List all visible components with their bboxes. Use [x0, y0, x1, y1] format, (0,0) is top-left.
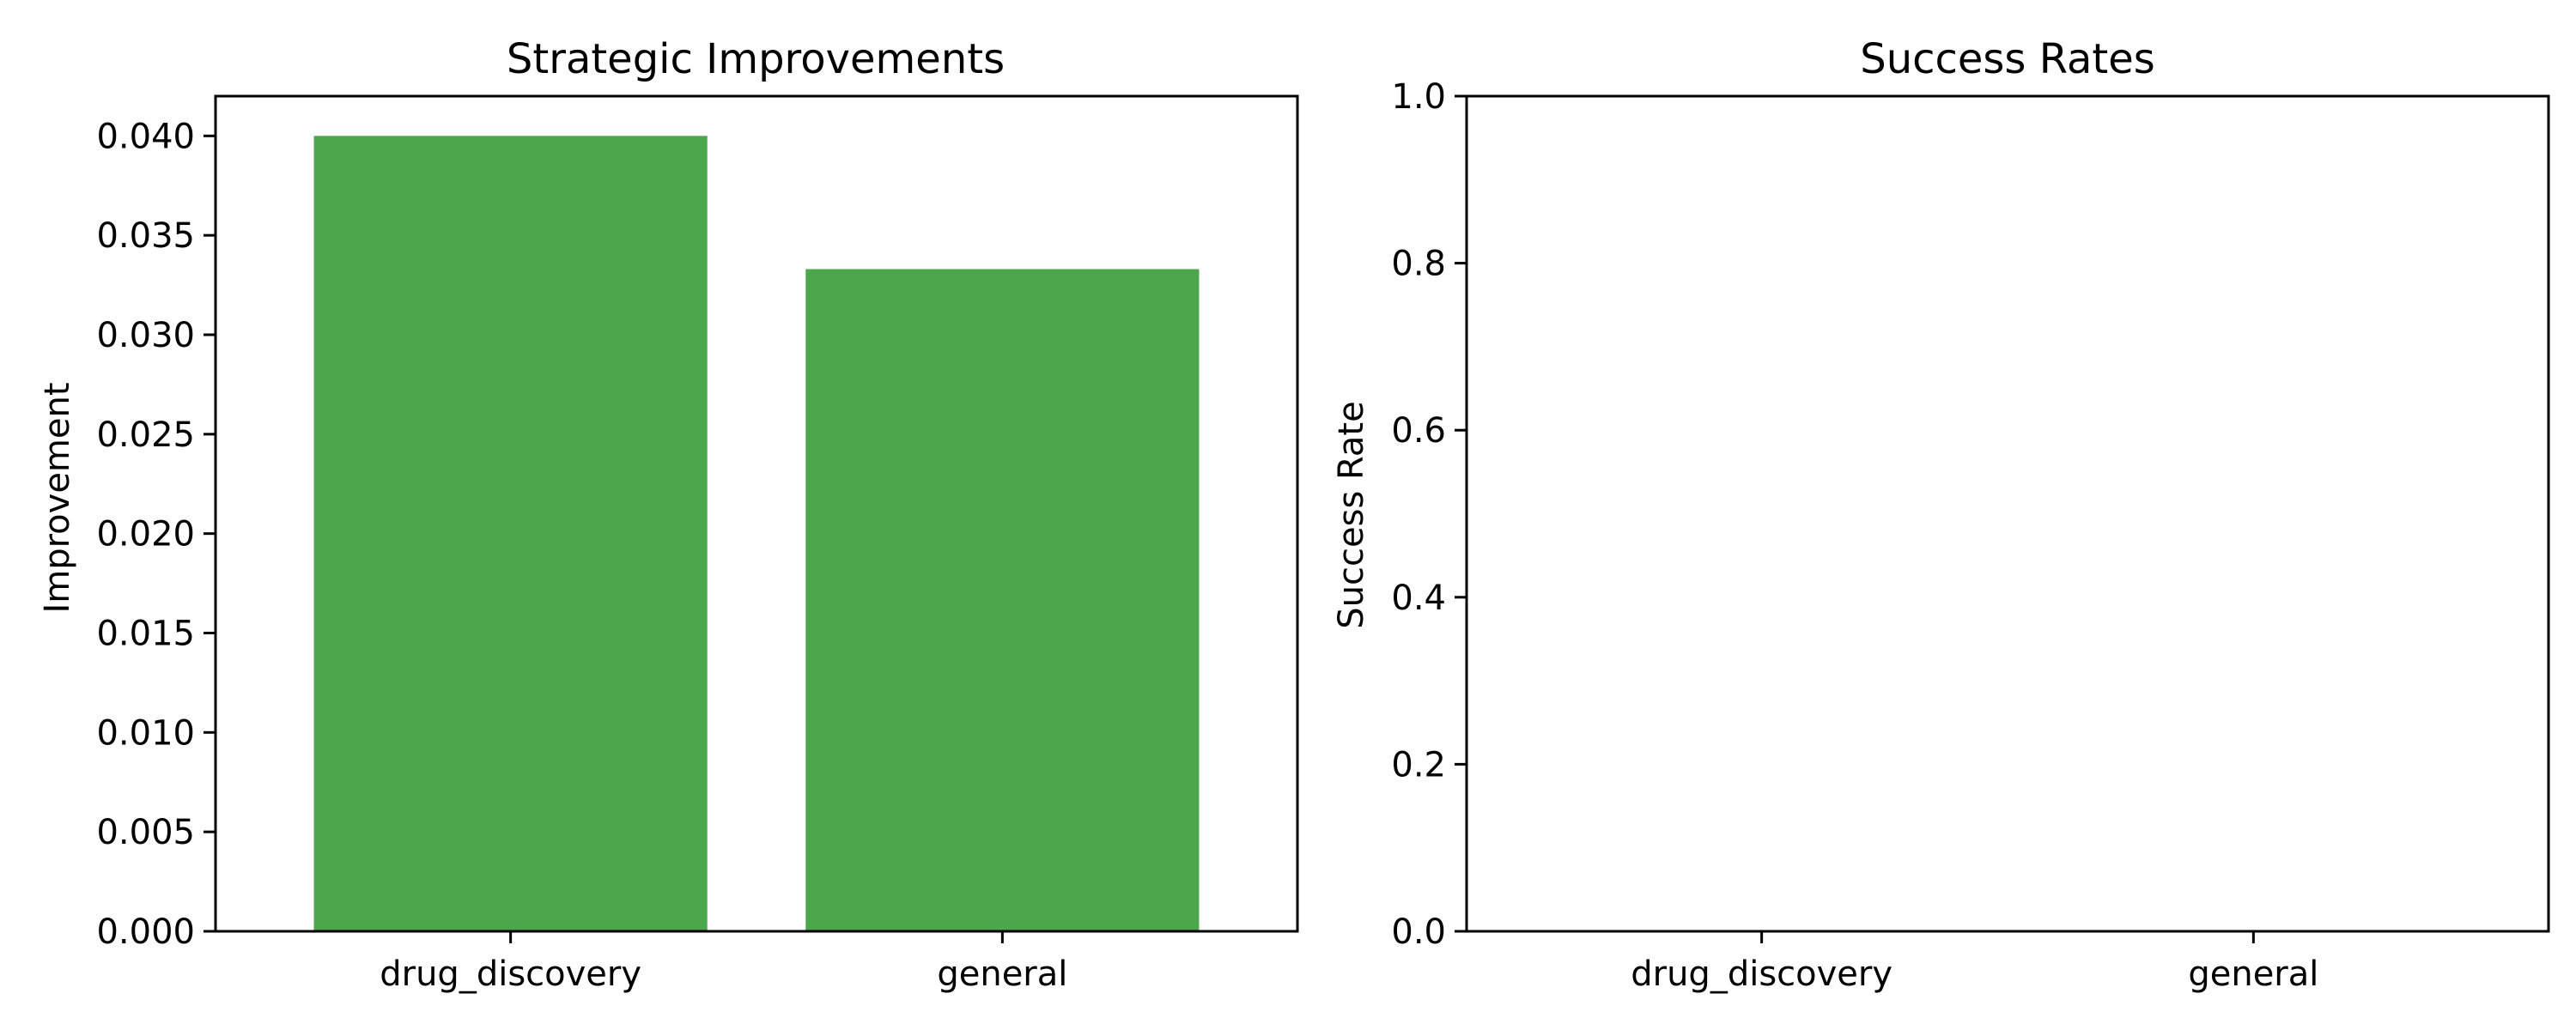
x-ticks: drug_discovery general — [1631, 931, 2318, 994]
bars — [313, 136, 1200, 932]
y-tick-label: 0.020 — [96, 515, 195, 554]
bar-drug-discovery — [313, 136, 708, 932]
y-axis-label: Success Rate — [1332, 401, 1371, 628]
chart-strategic-improvements: Strategic Improvements Improvement 0.000… — [38, 35, 1299, 994]
x-tick-label: drug_discovery — [1631, 954, 1893, 994]
plot-frame — [1465, 94, 2550, 933]
x-tick-label: drug_discovery — [380, 954, 641, 994]
x-tick-label: general — [2188, 954, 2318, 994]
chart-title: Strategic Improvements — [507, 35, 1005, 83]
chart-success-rates: Success Rates Success Rate 0.00.20.40.60… — [1332, 35, 2550, 994]
y-tick-label: 1.0 — [1391, 77, 1446, 117]
y-ticks: 0.000 0.005 0.010 0.015 0.020 0.025 0.030 0.035… — [96, 117, 216, 952]
y-tick-label: 0.2 — [1391, 745, 1446, 785]
y-tick-label: 0.8 — [1391, 245, 1446, 284]
y-tick-label: 0.6 — [1391, 411, 1446, 451]
y-tick-label: 0.040 — [96, 117, 195, 156]
y-tick-label: 0.010 — [96, 713, 195, 753]
y-tick-label: 0.000 — [96, 912, 195, 952]
y-axis-label: Improvement — [38, 382, 77, 613]
chart-title: Success Rates — [1860, 35, 2155, 83]
x-tick-label: general — [937, 954, 1067, 994]
x-ticks: drug_discovery general — [380, 931, 1067, 994]
y-tick-label: 0.035 — [96, 216, 195, 256]
y-tick-label: 0.4 — [1391, 579, 1446, 618]
y-tick-label: 0.030 — [96, 316, 195, 355]
y-tick-label: 0.025 — [96, 415, 195, 455]
y-tick-label: 0.015 — [96, 615, 195, 654]
plot-frame — [214, 94, 1299, 933]
y-tick-label: 0.005 — [96, 813, 195, 852]
y-ticks: 0.0 0.2 0.4 0.6 0.8 1.0 — [1391, 77, 1467, 952]
bar-general — [805, 269, 1200, 931]
y-tick-label: 0.0 — [1391, 912, 1446, 952]
